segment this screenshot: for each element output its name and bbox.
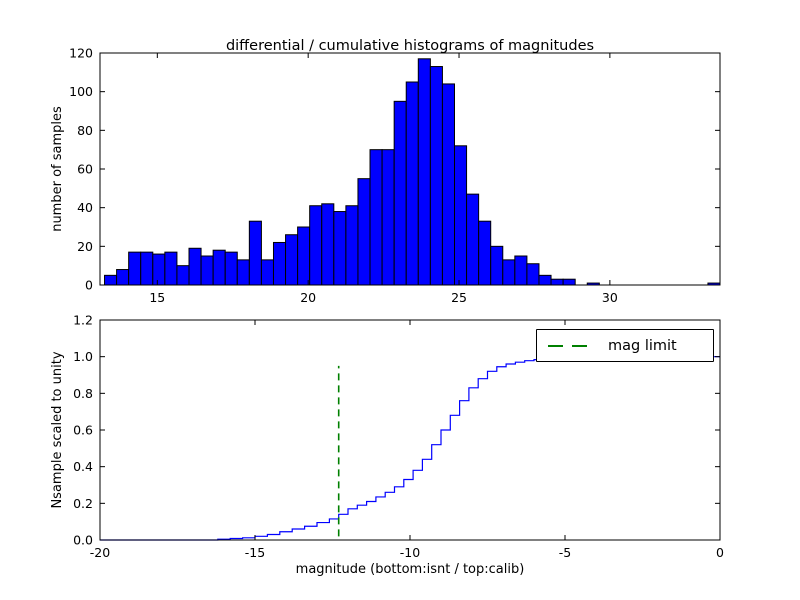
bottom-y-tick-label: 0.8 bbox=[73, 386, 93, 401]
histogram-bar bbox=[417, 58, 431, 286]
histogram-bar bbox=[321, 203, 335, 286]
histogram-bar bbox=[429, 66, 443, 286]
histogram-bar bbox=[104, 274, 118, 286]
top-x-tick-label: 30 bbox=[602, 290, 618, 305]
top-y-tick-label: 100 bbox=[69, 84, 93, 99]
histogram-bar bbox=[200, 255, 214, 286]
bottom-x-tick-label: 0 bbox=[716, 545, 724, 560]
histogram-bar bbox=[188, 247, 202, 286]
top-x-tick-label: 20 bbox=[300, 290, 316, 305]
histogram-bar bbox=[454, 145, 468, 286]
top-y-tick-label: 60 bbox=[77, 162, 93, 177]
top-x-tick-label: 25 bbox=[451, 290, 467, 305]
histogram-bar bbox=[526, 263, 540, 286]
bottom-x-tick-label: -5 bbox=[559, 545, 571, 560]
cumulative-step-line bbox=[100, 356, 720, 541]
top-y-tick-label: 0 bbox=[85, 278, 93, 293]
top-x-tick-label: 15 bbox=[149, 290, 165, 305]
histogram-bar bbox=[357, 178, 371, 286]
histogram-bar bbox=[116, 269, 130, 286]
bottom-xlabel: magnitude (bottom:isnt / top:calib) bbox=[295, 562, 525, 577]
histogram-bar bbox=[152, 253, 166, 286]
figure-title: differential / cumulative histograms of … bbox=[225, 38, 595, 54]
top-ylabel: number of samples bbox=[50, 106, 65, 232]
bottom-x-tick-label: -15 bbox=[245, 545, 265, 560]
histogram-bar bbox=[285, 234, 299, 286]
bottom-y-tick-label: 0.4 bbox=[73, 459, 93, 474]
histogram-bar bbox=[538, 274, 552, 286]
histogram-bar bbox=[514, 255, 528, 286]
histogram-bar bbox=[478, 220, 492, 286]
histogram-bar bbox=[236, 259, 250, 286]
histogram-bar bbox=[297, 226, 311, 286]
histogram-bar bbox=[333, 211, 347, 286]
histogram-bar bbox=[550, 278, 564, 286]
bottom-y-tick-label: 0.2 bbox=[73, 496, 93, 511]
histogram-bar bbox=[441, 83, 456, 286]
histogram-bar bbox=[466, 193, 480, 286]
histogram-bar bbox=[393, 100, 407, 286]
histogram-bar bbox=[405, 81, 419, 286]
bottom-ylabel: Nsample scaled to unity bbox=[50, 351, 65, 509]
histogram-bar bbox=[381, 149, 395, 286]
top-y-tick-label: 80 bbox=[77, 123, 93, 138]
histogram-bar bbox=[176, 265, 190, 286]
histogram-bar bbox=[345, 205, 359, 286]
bottom-x-tick-label: -20 bbox=[90, 545, 110, 560]
bottom-y-tick-label: 0.6 bbox=[73, 423, 93, 438]
bottom-y-tick-label: 0.0 bbox=[73, 533, 93, 548]
bottom-x-tick-label: -10 bbox=[400, 545, 420, 560]
histogram-bar bbox=[309, 205, 323, 286]
legend: mag limit bbox=[536, 329, 714, 362]
histogram-bar bbox=[369, 149, 383, 286]
histogram-bar bbox=[272, 241, 287, 286]
top-y-tick-label: 120 bbox=[69, 46, 93, 61]
histogram-bar bbox=[562, 278, 576, 286]
histogram-bar bbox=[128, 251, 142, 286]
legend-label: mag limit bbox=[608, 337, 677, 354]
histogram-bar bbox=[164, 251, 178, 286]
histogram-bar bbox=[224, 251, 238, 286]
top-y-tick-label: 20 bbox=[77, 239, 93, 254]
histogram-bar bbox=[490, 245, 504, 286]
histogram-bar bbox=[502, 259, 516, 286]
bottom-y-tick-label: 1.2 bbox=[73, 313, 93, 328]
top-y-tick-label: 40 bbox=[77, 200, 93, 215]
histogram-bar bbox=[140, 251, 154, 286]
histogram-bar bbox=[212, 249, 226, 286]
histogram-bar bbox=[260, 259, 274, 286]
bottom-y-tick-label: 1.0 bbox=[73, 349, 93, 364]
legend-line-sample bbox=[548, 344, 596, 347]
histogram-bar bbox=[248, 220, 262, 286]
